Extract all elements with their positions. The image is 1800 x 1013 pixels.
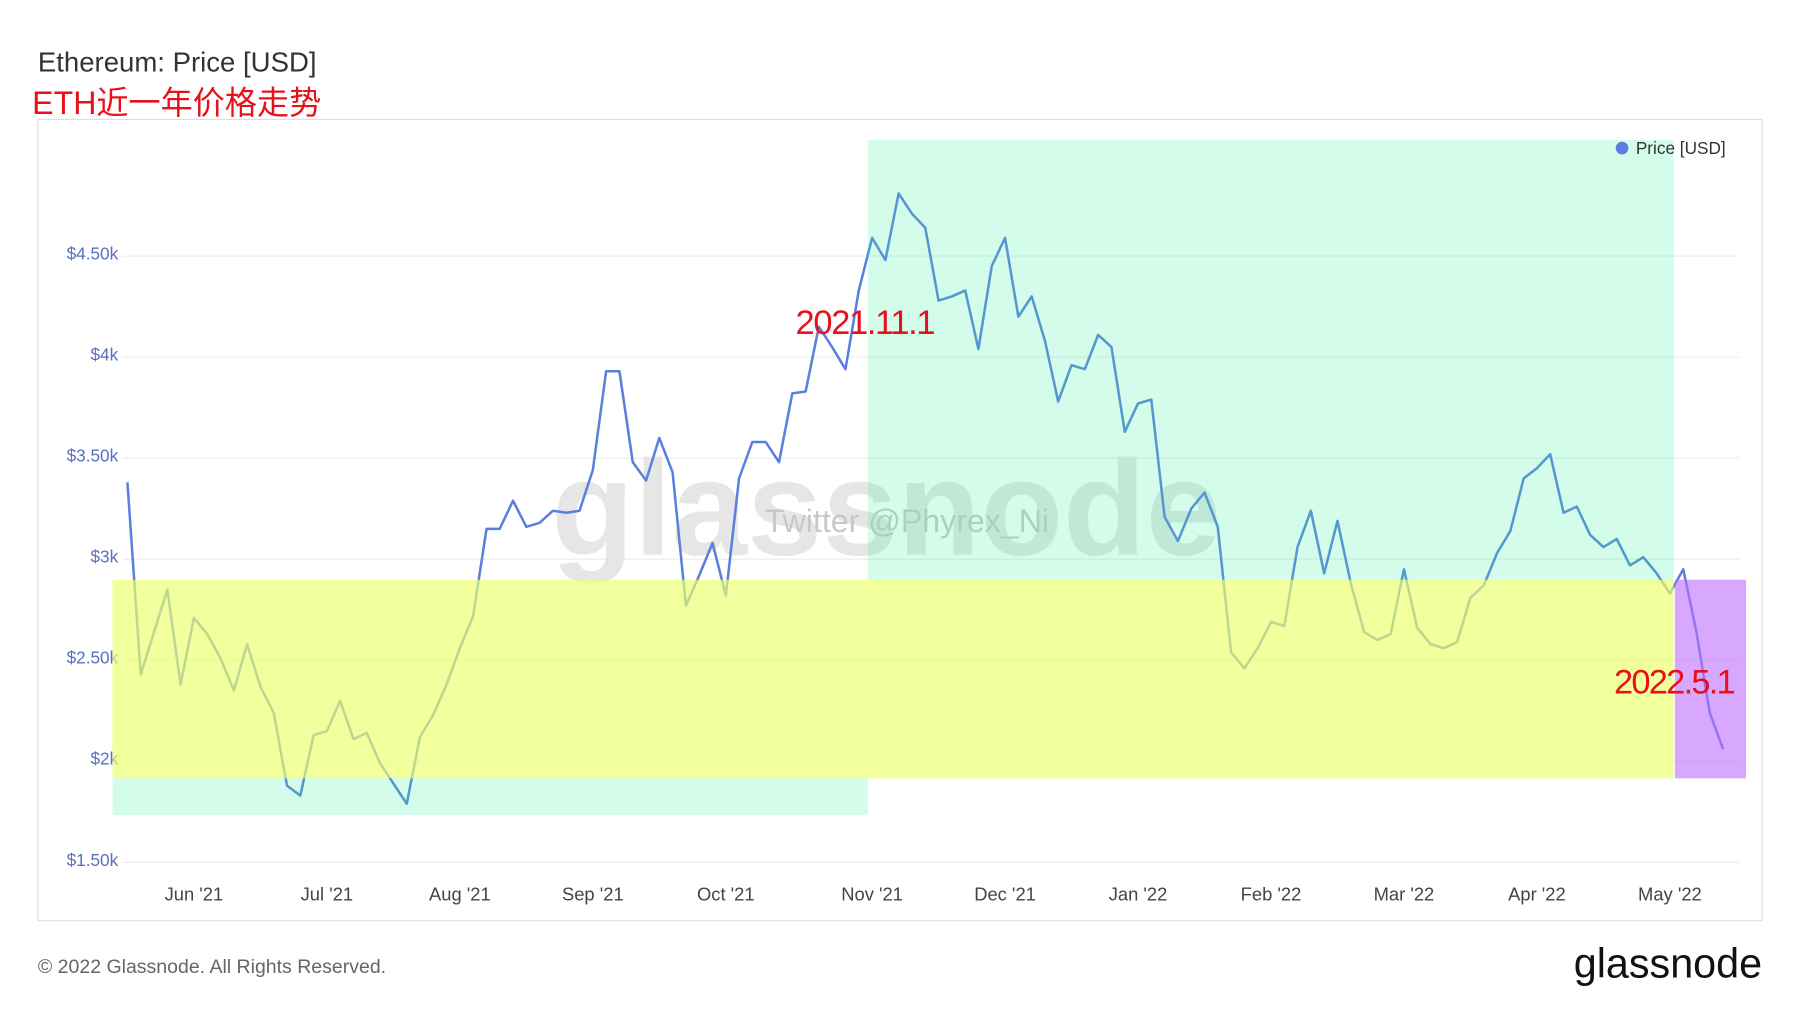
- x-tick-label: May '22: [1638, 883, 1702, 904]
- watermark: glassnode: [551, 432, 1221, 584]
- x-tick-label: Oct '21: [697, 883, 755, 904]
- legend: Price [USD]: [1615, 138, 1726, 158]
- y-tick-label: $3.50k: [67, 446, 119, 466]
- annotation: 2022.5.1: [1614, 663, 1736, 701]
- credit-watermark: Twitter @Phyrex_Ni: [765, 503, 1049, 539]
- y-tick-label: $1.50k: [67, 850, 119, 870]
- y-tick-label: $3k: [90, 547, 118, 567]
- y-tick-label: $4k: [90, 344, 118, 364]
- x-tick-label: Sep '21: [562, 883, 624, 904]
- highlight-zone: [112, 579, 1674, 779]
- highlight-zone: [867, 140, 1674, 580]
- x-tick-label: Jan '22: [1109, 883, 1168, 904]
- copyright: © 2022 Glassnode. All Rights Reserved.: [38, 956, 386, 978]
- logo: glassnode: [1574, 941, 1762, 987]
- plot-frame: [37, 118, 1763, 922]
- highlight-zone: [112, 778, 868, 816]
- chart-subtitle: ETH近一年价格走势: [32, 85, 321, 121]
- x-tick-label: Feb '22: [1241, 883, 1302, 904]
- chart-title: Ethereum: Price [USD]: [38, 47, 317, 78]
- x-tick-label: Nov '21: [841, 883, 903, 904]
- legend-label: Price [USD]: [1636, 138, 1726, 158]
- legend-marker: [1615, 141, 1629, 155]
- x-tick-label: Apr '22: [1508, 883, 1566, 904]
- x-tick-label: Mar '22: [1374, 883, 1435, 904]
- x-tick-label: Jun '21: [165, 883, 224, 904]
- x-tick-label: Jul '21: [301, 883, 354, 904]
- x-tick-label: Dec '21: [974, 883, 1036, 904]
- y-tick-label: $2k: [90, 749, 118, 769]
- y-tick-label: $4.50k: [67, 243, 119, 263]
- annotation: 2021.11.1: [796, 304, 936, 342]
- x-tick-label: Aug '21: [429, 883, 491, 904]
- y-tick-label: $2.50k: [67, 648, 119, 668]
- highlight-zone: [1674, 579, 1747, 779]
